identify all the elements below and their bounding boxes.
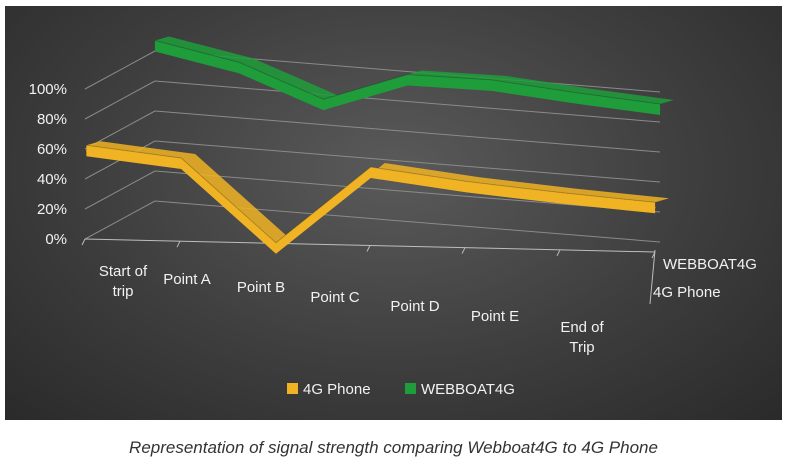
depth-axis-line (649, 249, 656, 305)
data-point (180, 163, 182, 164)
data-point (407, 79, 408, 81)
x-tick-label: End of Trip (560, 319, 604, 356)
legend-label: WEBBOAT4G (421, 381, 515, 398)
x-tick-label: Point B (237, 279, 285, 296)
x-tick (81, 238, 86, 246)
data-point (659, 109, 661, 110)
figure-caption: Representation of signal strength compar… (129, 438, 658, 457)
y-tick-label: 60% (37, 141, 67, 158)
x-tick-label: Point C (310, 289, 359, 306)
x-tick-label: Point E (471, 308, 519, 325)
series-ribbon-top (155, 36, 674, 104)
gridline-1 (154, 170, 661, 213)
gridline-side-0 (84, 200, 156, 240)
data-point (322, 104, 324, 106)
data-point (465, 186, 467, 188)
y-tick-label: 100% (29, 81, 67, 98)
gridlines (84, 50, 661, 243)
legend-swatch (405, 383, 416, 394)
data-point (654, 207, 656, 209)
x-tick (461, 247, 466, 254)
series-webboat4g (154, 36, 674, 115)
signal-strength-chart: 0% 20% 40% 60% 80% 100% Start of trip Point A Poi… (29, 36, 757, 398)
chart-panel: 0% 20% 40% 60% 80% 100% Start of trip Point A Poi… (5, 6, 782, 420)
legend: 4G Phone WEBBOAT4G (287, 381, 515, 398)
y-tick-label: 40% (37, 171, 67, 188)
x-tick-label: Start of trip (99, 263, 148, 300)
data-point (575, 97, 577, 99)
depth-label: 4G Phone (653, 284, 721, 301)
x-tick-label: Point D (390, 298, 439, 315)
x-tick (366, 245, 371, 252)
data-point (154, 45, 156, 47)
gridline-4 (154, 80, 661, 123)
series-ribbon-front (86, 145, 656, 254)
legend-swatch (287, 383, 298, 394)
series-ribbon-front (155, 40, 660, 115)
gridline-2 (154, 140, 661, 183)
data-point (85, 150, 87, 152)
x-tick (556, 249, 561, 257)
data-point (370, 172, 372, 174)
series-ribbon-top (86, 141, 670, 243)
series-ribbon-edge (154, 40, 661, 105)
series-ribbon-edge (86, 144, 656, 244)
x-tick (176, 240, 181, 248)
data-point (559, 197, 561, 199)
y-tick-label: 0% (45, 231, 67, 248)
series-4g-phone (85, 141, 670, 254)
legend-label: 4G Phone (303, 381, 371, 398)
data-point (491, 84, 493, 86)
gridline-side-4 (84, 80, 156, 120)
x-tick-label: Point A (163, 271, 211, 288)
series-ribbons (85, 36, 674, 254)
gridline-side-5 (84, 50, 156, 90)
gridline-side-1 (84, 170, 156, 210)
gridline-3 (154, 110, 661, 153)
depth-label: WEBBOAT4G (663, 256, 757, 273)
y-tick-label: 80% (37, 111, 67, 128)
data-point (238, 67, 240, 69)
y-tick-label: 20% (37, 201, 67, 218)
axis-labels: 0% 20% 40% 60% 80% 100% Start of trip Point A Poi… (29, 81, 757, 356)
data-point (275, 247, 277, 249)
